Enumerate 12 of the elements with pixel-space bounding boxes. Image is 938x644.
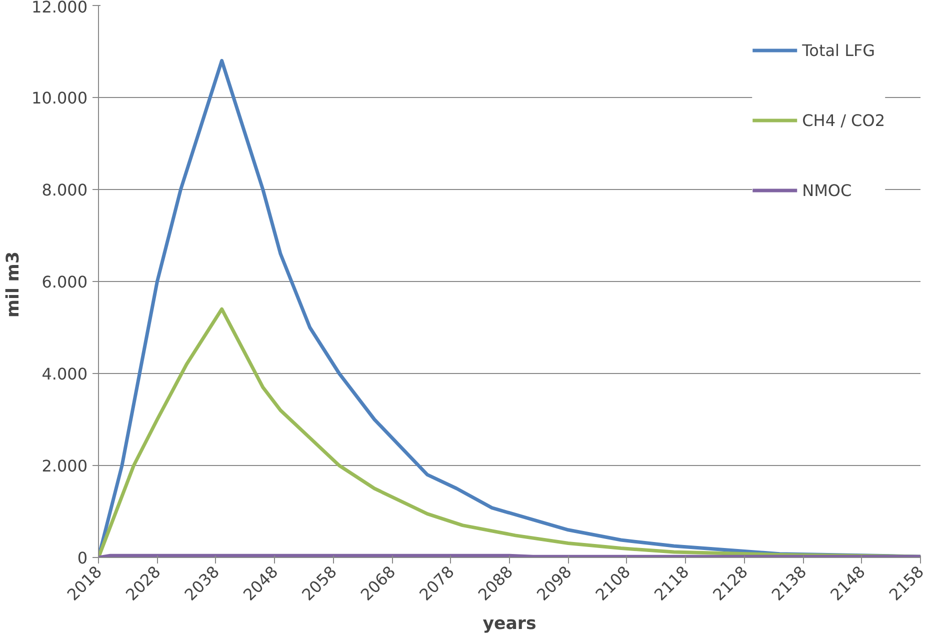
y-axis-title: mil m3 (4, 251, 24, 318)
y-tick-label: 6.000 (42, 272, 88, 292)
y-tick-label: 10.000 (32, 88, 88, 108)
legend-label: CH4 / CO2 (802, 110, 885, 130)
x-axis-title: years (482, 614, 536, 634)
legend-label: NMOC (802, 180, 852, 200)
y-tick-label: 4.000 (42, 364, 88, 384)
legend-label: Total LFG (802, 40, 876, 60)
y-tick-label: 8.000 (42, 180, 88, 200)
y-tick-label: 12.000 (32, 0, 88, 16)
y-tick-label: 2.000 (42, 456, 88, 476)
y-tick-label: 0 (77, 548, 88, 568)
